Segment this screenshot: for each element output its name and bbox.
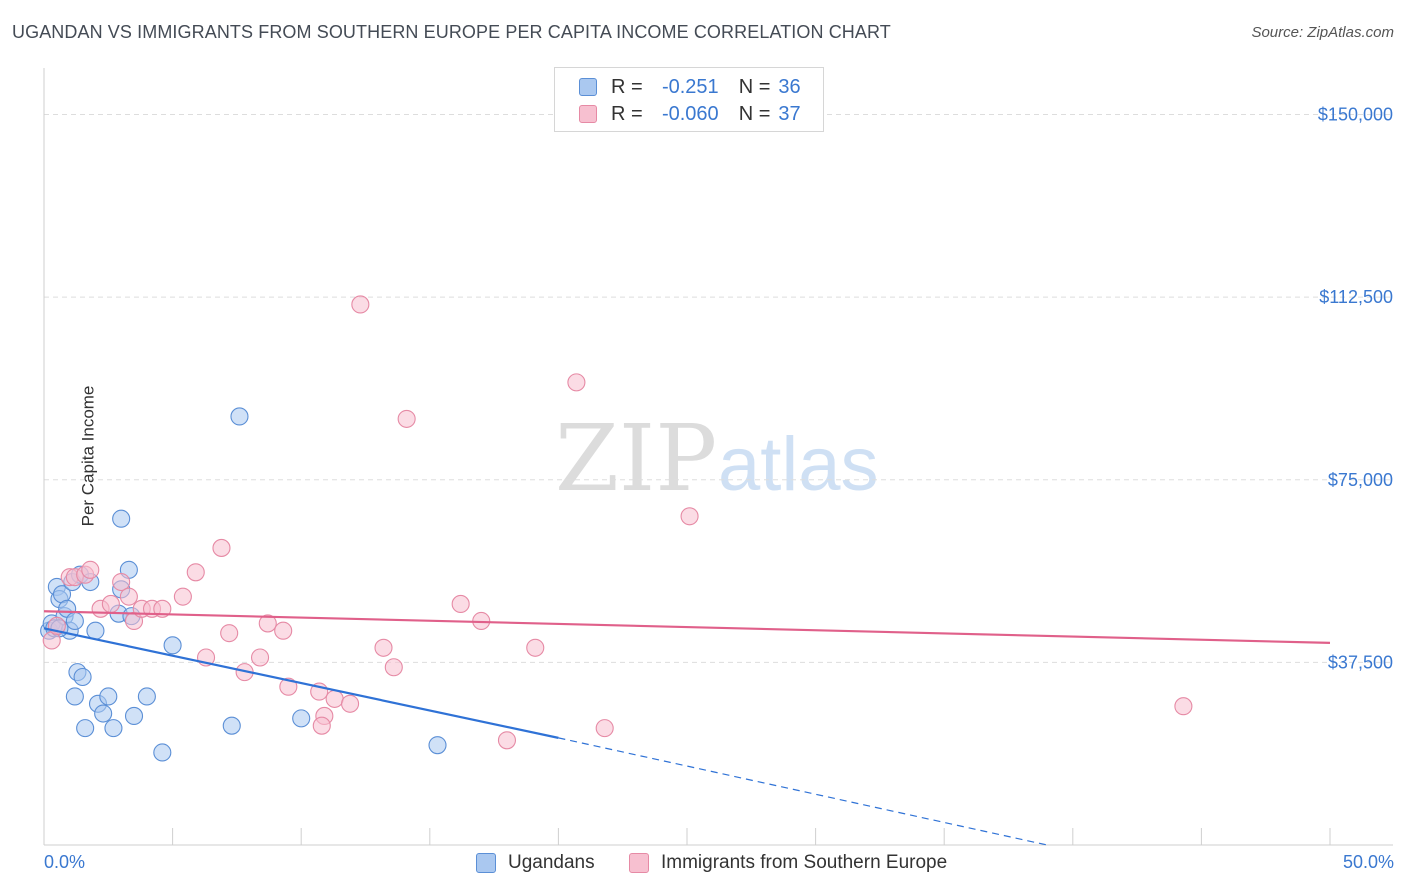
southern-europe-point xyxy=(173,587,192,606)
ugandan-point xyxy=(65,611,84,631)
legend-r-value: -0.060 xyxy=(661,102,719,125)
x-tick-label-min: 0.0% xyxy=(44,852,86,872)
ugandan-point xyxy=(104,719,123,738)
legend-r-label: R = xyxy=(611,102,643,125)
ugandan-point xyxy=(86,621,105,640)
legend-n-label: N = xyxy=(738,102,771,125)
southern-europe-point xyxy=(341,694,360,713)
bottom-legend-label: Ugandans xyxy=(508,852,595,873)
legend-n-value: 37 xyxy=(778,102,801,125)
ugandan-point xyxy=(222,716,241,735)
southern-europe-point xyxy=(258,614,277,633)
watermark-zip: ZIP xyxy=(555,405,717,512)
y-axis-label: Per Capita Income xyxy=(78,385,98,527)
pink-swatch xyxy=(629,853,649,873)
legend-row-southern-europe: R = -0.060 N = 37 xyxy=(579,101,801,127)
ugandan-point xyxy=(153,743,172,762)
bottom-legend-southern-europe[interactable]: Immigrants from Southern Europe xyxy=(629,852,947,874)
southern-europe-point xyxy=(186,563,205,582)
legend-n-label: N = xyxy=(738,75,771,98)
southern-europe-point xyxy=(374,638,393,657)
pink-swatch xyxy=(579,105,597,123)
southern-europe-point xyxy=(112,572,131,592)
ugandan-point xyxy=(99,687,118,706)
x-tick-label-max: 50.0% xyxy=(1342,852,1394,872)
southern-europe-trend-line xyxy=(43,610,1331,645)
legend-row-ugandans: R = -0.251 N = 36 xyxy=(579,74,801,100)
watermark-atlas: atlas xyxy=(718,422,879,507)
southern-europe-point xyxy=(351,295,370,314)
ugandan-point xyxy=(94,704,113,723)
southern-europe-point xyxy=(250,648,270,667)
stats-legend: R = -0.251 N = 36 R = -0.060 N = 37 xyxy=(554,67,824,132)
legend-n-value: 36 xyxy=(778,75,801,98)
y-tick-label: $75,000 xyxy=(1328,470,1393,490)
blue-swatch xyxy=(579,78,597,96)
ugandan-point xyxy=(76,719,95,738)
source-label: Source: ZipAtlas.com xyxy=(1251,24,1394,41)
southern-europe-point xyxy=(312,716,331,735)
southern-europe-point xyxy=(274,621,293,640)
southern-europe-point xyxy=(1174,697,1193,716)
southern-europe-point xyxy=(220,624,239,643)
ugandan-point xyxy=(65,687,84,706)
bottom-legend-label: Immigrants from Southern Europe xyxy=(661,852,948,873)
ugandan-point xyxy=(230,407,249,426)
southern-europe-point xyxy=(119,587,138,606)
southern-europe-point xyxy=(595,719,614,738)
chart-title: UGANDAN VS IMMIGRANTS FROM SOUTHERN EURO… xyxy=(12,22,891,42)
southern-europe-point xyxy=(384,658,403,677)
southern-europe-point xyxy=(101,594,120,613)
southern-europe-point xyxy=(212,538,231,557)
y-tick-label: $112,500 xyxy=(1319,287,1393,307)
y-tick-label: $37,500 xyxy=(1328,652,1393,672)
southern-europe-point xyxy=(397,409,416,428)
southern-europe-point xyxy=(81,560,100,579)
ugandan-point xyxy=(163,636,182,655)
bottom-legend: Ugandans Immigrants from Southern Europe xyxy=(0,852,1406,878)
y-tick-label: $150,000 xyxy=(1318,105,1393,125)
ugandan-trend-extension xyxy=(558,737,1048,846)
ugandan-point xyxy=(112,509,131,528)
ugandan-point xyxy=(137,687,156,706)
legend-r-label: R = xyxy=(611,75,643,98)
southern-europe-point xyxy=(497,731,517,750)
southern-europe-point xyxy=(325,689,344,708)
ugandan-trend-line xyxy=(43,627,559,739)
bottom-legend-ugandans[interactable]: Ugandans xyxy=(476,852,595,874)
ugandan-point xyxy=(73,667,92,687)
ugandan-point xyxy=(124,706,144,725)
southern-europe-point xyxy=(567,373,586,392)
blue-swatch xyxy=(476,853,496,873)
southern-europe-point xyxy=(526,638,545,657)
ugandan-point xyxy=(428,736,447,755)
legend-r-value: -0.251 xyxy=(661,75,719,98)
ugandan-point xyxy=(292,709,311,728)
southern-europe-point xyxy=(279,677,298,696)
southern-europe-point xyxy=(680,507,699,526)
southern-europe-point xyxy=(451,594,470,613)
